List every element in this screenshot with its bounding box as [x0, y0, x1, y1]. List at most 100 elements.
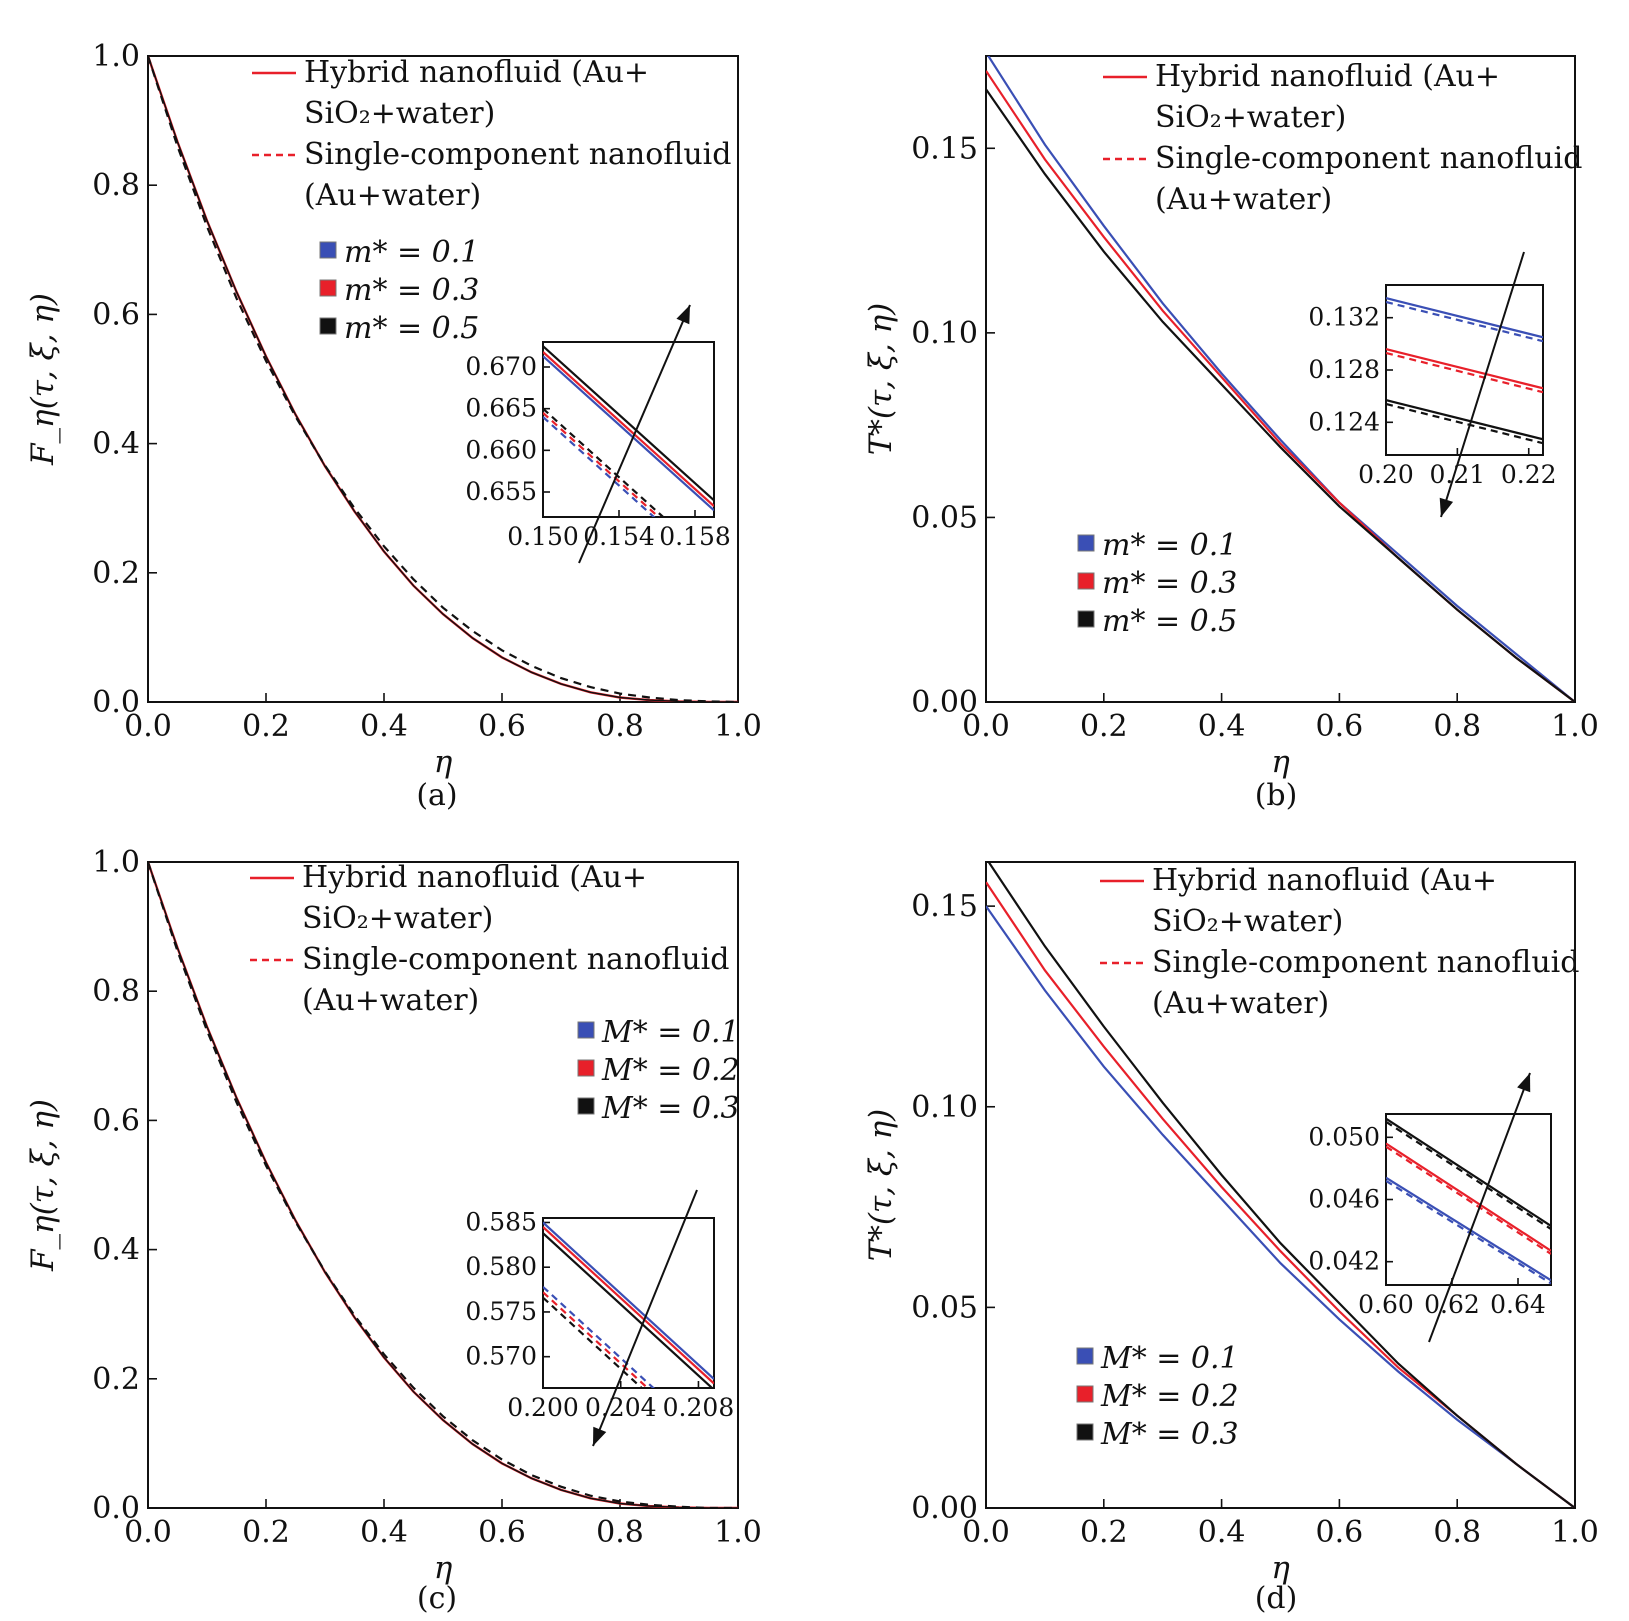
data-lines: [986, 862, 1575, 1508]
y-tick-label: 0.4: [92, 1233, 140, 1268]
inset-lines: [543, 1221, 714, 1388]
inset-x-tick-label: 0.22: [1501, 460, 1557, 489]
inset-line: [1386, 1117, 1551, 1227]
inset-line: [543, 1286, 656, 1388]
x-tick-label: 1.0: [714, 709, 762, 744]
data-lines: [148, 56, 738, 702]
inset-line: [1386, 1120, 1551, 1230]
x-tick-label: 0.0: [124, 709, 172, 744]
y-tick-label: 0.8: [92, 168, 140, 203]
legend-label: M* = 0.2: [601, 1053, 740, 1088]
y-tick-label: 0.05: [911, 1290, 978, 1325]
legend-label: M* = 0.1: [1100, 1341, 1239, 1376]
y-tick-label: 0.8: [92, 974, 140, 1009]
legend-label: Single-component nanofluid: [304, 137, 731, 172]
inset-y-tick-label: 0.665: [465, 394, 537, 423]
inset-x-tick-label: 0.20: [1358, 460, 1414, 489]
legend-params: M* = 0.1M* = 0.2M* = 0.3: [1076, 1341, 1239, 1452]
x-tick-label: 0.0: [962, 709, 1010, 744]
inset-y-tick-label: 0.042: [1308, 1247, 1380, 1276]
inset-x-tick-label: 0.62: [1424, 1290, 1480, 1319]
legend-label: Single-component nanofluid: [302, 942, 729, 977]
legend-style: Hybrid nanofluid (Au+ SiO₂+water) Single-c…: [250, 860, 729, 1018]
x-tick-label: 0.0: [962, 1515, 1010, 1550]
legend-label: M* = 0.3: [1100, 1417, 1239, 1452]
panel-caption: (a): [416, 778, 457, 813]
legend-swatch: [1076, 1347, 1094, 1365]
series-line: [986, 905, 1575, 1508]
y-tick-label: 0.15: [911, 131, 978, 166]
inset-y-tick-label: 0.660: [465, 435, 537, 464]
inset-line: [543, 1296, 644, 1388]
legend-label: SiO₂+water): [302, 901, 493, 936]
arrow-shaft: [1440, 251, 1525, 518]
legend-swatch: [319, 241, 337, 259]
legend-swatch: [577, 1021, 595, 1039]
inset-line: [1386, 399, 1543, 441]
legend-label: M* = 0.2: [1100, 1379, 1239, 1414]
y-tick-label: 0.10: [911, 1090, 978, 1125]
plot-frame: [985, 55, 1576, 703]
x-tick-label: 0.2: [1080, 709, 1128, 744]
inset-lines: [1386, 1117, 1551, 1285]
inset-line: [543, 1226, 714, 1385]
legend-label: Hybrid nanofluid (Au+: [1152, 863, 1497, 898]
series-line-solid: [148, 56, 738, 702]
data-lines: [148, 862, 738, 1508]
arrow-shaft: [1428, 1072, 1531, 1343]
legend-label: M* = 0.1: [601, 1015, 740, 1050]
inset-y-tick-label: 0.124: [1308, 407, 1380, 436]
legend-style: Hybrid nanofluid (Au+ SiO₂+water) Single-c…: [1103, 59, 1582, 217]
inset-line: [543, 351, 714, 507]
inset-lines: [1386, 297, 1543, 445]
inset-y-tick-label: 0.575: [465, 1297, 537, 1326]
legend-swatch: [577, 1059, 595, 1077]
inset-line: [1386, 1145, 1551, 1255]
legend-label: m* = 0.1: [344, 235, 479, 270]
inset-y-tick-label: 0.128: [1308, 355, 1380, 384]
legend-params: M* = 0.1M* = 0.2M* = 0.3: [577, 1015, 740, 1126]
trend-arrow: [578, 304, 691, 564]
inset-y-tick-label: 0.570: [465, 1342, 537, 1371]
inset-y-tick-label: 0.132: [1308, 303, 1380, 332]
legend-label: (Au+water): [304, 178, 481, 213]
legend-label: (Au+water): [1152, 986, 1329, 1021]
legend-label: (Au+water): [1155, 182, 1332, 217]
inset-lines: [543, 345, 714, 517]
y-tick-label: 0.4: [92, 427, 140, 462]
data-lines: [986, 56, 1575, 702]
inset-line: [1386, 348, 1543, 390]
panel-caption: (c): [417, 1581, 457, 1616]
legend-label: m* = 0.3: [344, 273, 479, 308]
inset-line: [1386, 1142, 1551, 1252]
x-tick-label: 0.8: [1433, 709, 1481, 744]
inset-y-tick-label: 0.050: [1308, 1122, 1380, 1151]
inset-line: [543, 355, 714, 512]
arrow-head: [593, 1426, 607, 1446]
x-tick-label: 0.8: [1433, 1515, 1481, 1550]
y-tick-label: 0.2: [92, 556, 140, 591]
x-tick-label: 0.6: [1316, 1515, 1364, 1550]
chart-panel-a: 0.0 0.2 0.4 0.6 0.8 1.0 0.0 0.2 0.4 0.6 0.8 1.0 η F_η…: [25, 39, 762, 813]
inset-x-tick-label: 0.208: [663, 1393, 735, 1422]
inset-line: [543, 1291, 650, 1388]
inset-line: [1386, 351, 1543, 394]
y-axis-label: F_η(τ, ξ, η): [25, 293, 61, 466]
inset-line: [1386, 297, 1543, 339]
y-axis-label: T*(τ, ξ, η): [863, 1109, 899, 1262]
inset-line: [543, 416, 656, 517]
inset-line: [543, 1232, 714, 1388]
x-tick-label: 0.2: [242, 1515, 290, 1550]
arrow-head: [676, 305, 690, 325]
y-tick-label: 0.2: [92, 1362, 140, 1397]
legend-label: SiO₂+water): [304, 96, 495, 131]
legend-swatch: [319, 279, 337, 297]
trend-arrow: [1428, 1072, 1531, 1343]
series-line: [986, 88, 1575, 702]
y-tick-label: 0.0: [92, 685, 140, 720]
x-tick-label: 0.8: [596, 1515, 644, 1550]
plot-frame: [147, 861, 739, 1509]
y-tick-label: 0.00: [911, 1491, 978, 1526]
